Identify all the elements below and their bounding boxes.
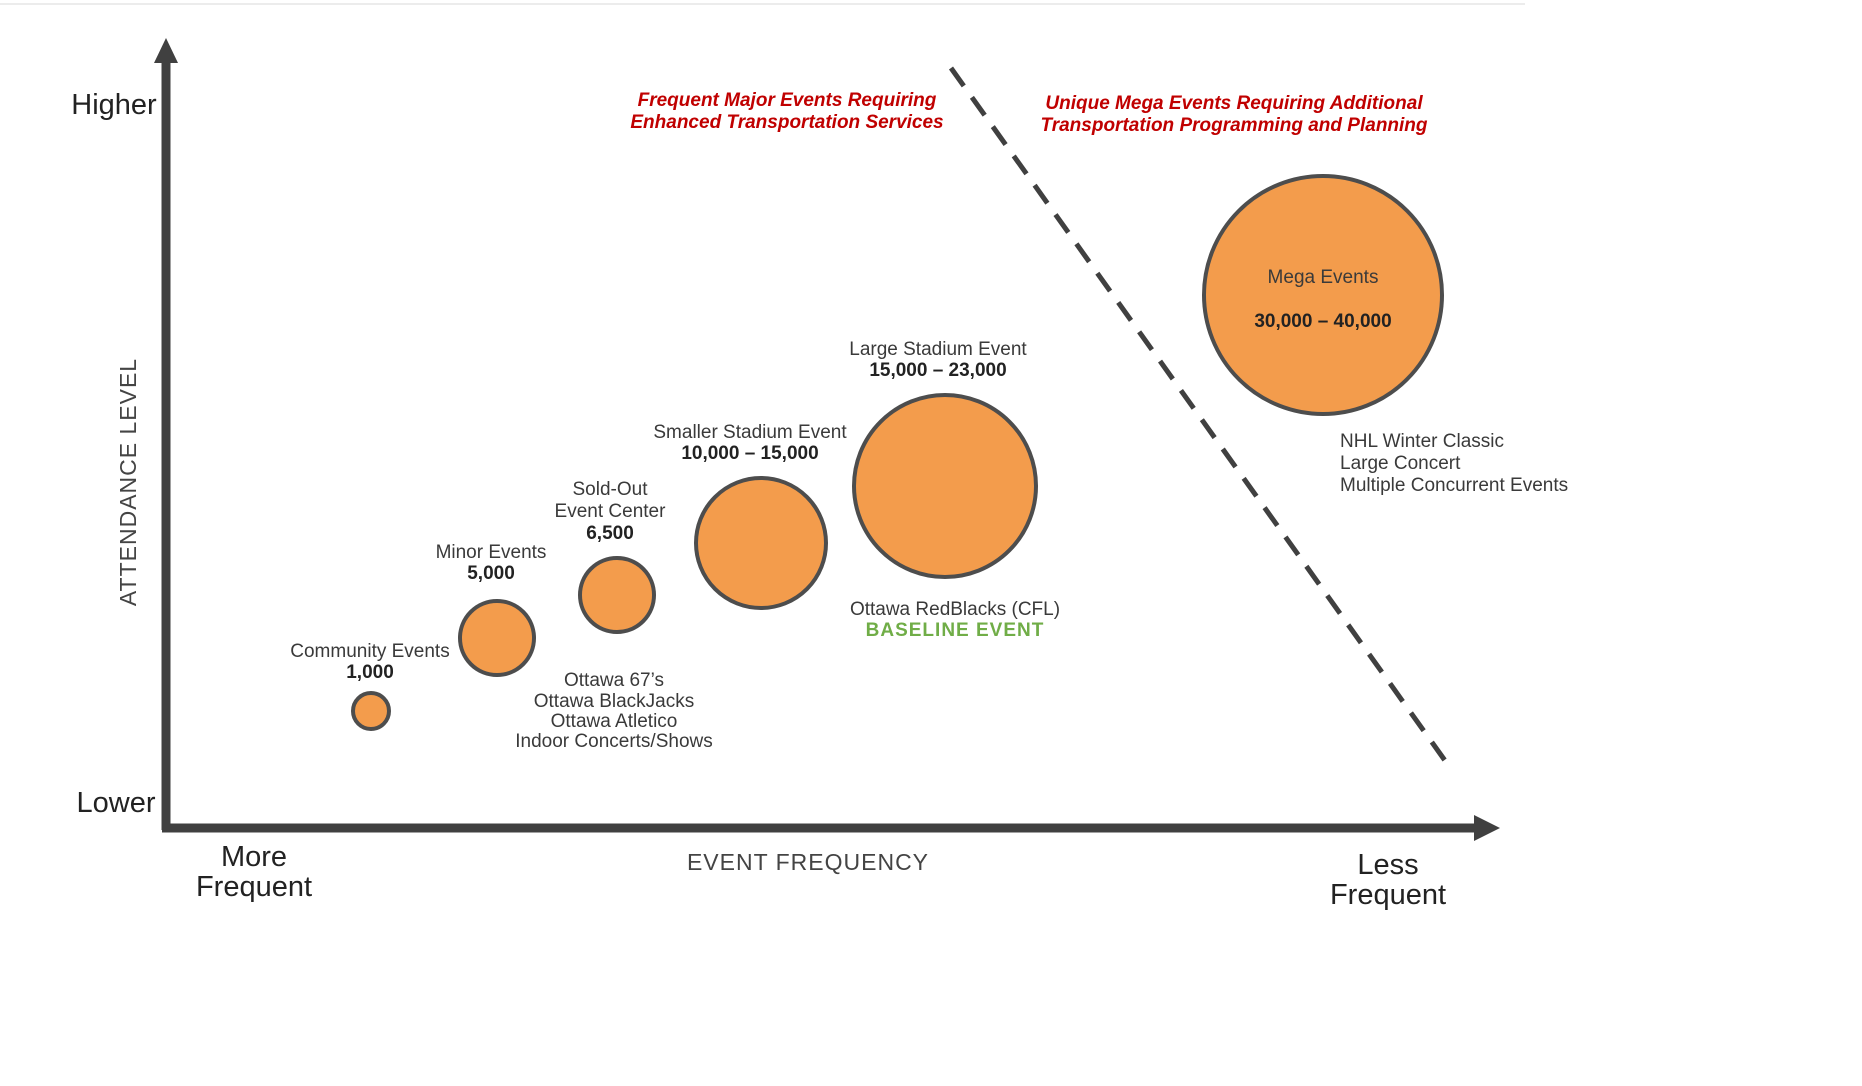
y-axis-title: ATTENDANCE LEVEL bbox=[115, 358, 141, 606]
y-axis-bottom-label: Lower bbox=[77, 787, 156, 819]
bubble-label: Community Events bbox=[290, 641, 449, 662]
zone-unique-mega-line1: Unique Mega Events Requiring Additional bbox=[1045, 93, 1423, 114]
bubble-example: Ottawa RedBlacks (CFL) bbox=[850, 599, 1060, 620]
bubble-large-stadium-event bbox=[852, 393, 1038, 579]
bubble-label: Smaller Stadium Event bbox=[653, 422, 847, 443]
x-axis-right-label-line2: Frequent bbox=[1330, 879, 1446, 911]
bubble-label: Minor Events bbox=[436, 542, 547, 563]
baseline-event-tag: BASELINE EVENT bbox=[866, 620, 1045, 641]
zone-frequent-major-line1: Frequent Major Events Requiring bbox=[638, 90, 937, 111]
bubble-example: NHL Winter Classic bbox=[1340, 431, 1504, 452]
x-axis-left-label-line1: More bbox=[221, 841, 287, 873]
bubble-value: 1,000 bbox=[346, 662, 394, 683]
bubble-sold-out-event-center bbox=[578, 556, 656, 634]
bubble-example: Multiple Concurrent Events bbox=[1340, 475, 1568, 496]
bubble-example: Large Concert bbox=[1340, 453, 1461, 474]
zone-unique-mega-line2: Transportation Programming and Planning bbox=[1040, 115, 1427, 136]
bubble-community-events bbox=[351, 691, 391, 731]
x-axis-title: EVENT FREQUENCY bbox=[687, 849, 929, 875]
bubble-value: 10,000 – 15,000 bbox=[681, 443, 818, 464]
bubble-example: Ottawa BlackJacks bbox=[534, 691, 695, 712]
x-axis-arrow-icon bbox=[1474, 815, 1500, 841]
bubble-label: Mega Events bbox=[1268, 267, 1379, 288]
zone-divider-line bbox=[948, 66, 1449, 764]
x-axis-left-label-line2: Frequent bbox=[196, 871, 312, 903]
zone-frequent-major-line2: Enhanced Transportation Services bbox=[630, 112, 943, 133]
bubble-value: 5,000 bbox=[467, 563, 515, 584]
bubble-mega-events bbox=[1202, 174, 1444, 416]
bubble-minor-events bbox=[458, 599, 536, 677]
bubble-example: Ottawa 67’s bbox=[564, 670, 664, 691]
bubble-label: Sold-Out bbox=[573, 479, 649, 500]
bubble-smaller-stadium-event bbox=[694, 476, 828, 610]
bubble-example: Indoor Concerts/Shows bbox=[515, 731, 713, 752]
y-axis-top-label: Higher bbox=[71, 89, 157, 121]
bubble-value: 30,000 – 40,000 bbox=[1254, 311, 1391, 332]
bubble-example: Ottawa Atletico bbox=[551, 711, 678, 732]
bubble-label: Large Stadium Event bbox=[849, 339, 1027, 360]
bubble-label: Event Center bbox=[555, 501, 667, 522]
bubble-value: 15,000 – 23,000 bbox=[869, 360, 1006, 381]
bubble-value: 6,500 bbox=[586, 523, 634, 544]
x-axis-right-label-line1: Less bbox=[1357, 849, 1418, 881]
y-axis-arrow-icon bbox=[154, 38, 178, 63]
